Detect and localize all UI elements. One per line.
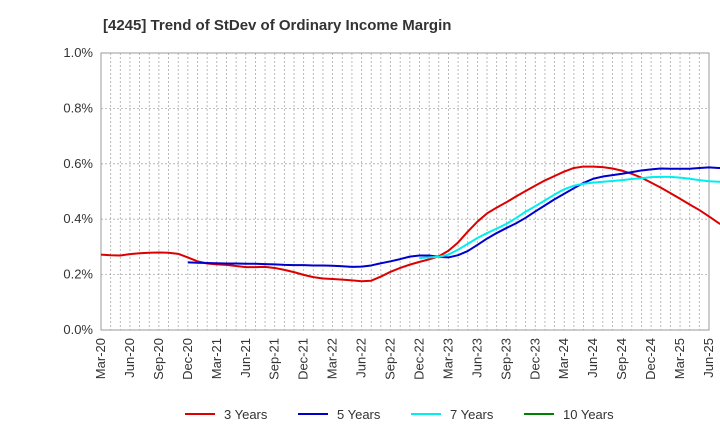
y-tick-label: 0.6% <box>63 156 93 171</box>
x-tick-label: Sep-23 <box>498 338 513 380</box>
x-tick-label: Dec-20 <box>180 338 195 380</box>
x-tick-label: Jun-25 <box>701 338 716 378</box>
x-tick-label: Mar-25 <box>672 338 687 379</box>
y-tick-label: 0.0% <box>63 322 93 337</box>
x-tick-label: Sep-21 <box>267 338 282 380</box>
x-tick-label: Dec-23 <box>527 338 542 380</box>
x-tick-label: Mar-20 <box>93 338 108 379</box>
x-tick-label: Mar-22 <box>325 338 340 379</box>
y-tick-label: 0.2% <box>63 267 93 282</box>
legend-label: 3 Years <box>224 407 268 422</box>
x-tick-label: Dec-22 <box>411 338 426 380</box>
x-tick-label: Jun-21 <box>238 338 253 378</box>
x-tick-label: Jun-24 <box>585 338 600 378</box>
y-tick-label: 0.4% <box>63 211 93 226</box>
x-tick-label: Mar-21 <box>209 338 224 379</box>
grid <box>101 53 709 330</box>
x-tick-label: Jun-23 <box>469 338 484 378</box>
legend-label: 5 Years <box>337 407 381 422</box>
series-line <box>100 165 720 283</box>
series-line <box>187 166 720 268</box>
plot-area <box>100 52 710 331</box>
chart-title: [4245] Trend of StDev of Ordinary Income… <box>103 17 451 34</box>
x-tick-label: Jun-20 <box>122 338 137 378</box>
x-tick-label: Sep-22 <box>383 338 398 380</box>
legend-label: 10 Years <box>563 407 614 422</box>
legend-label: 7 Years <box>450 407 494 422</box>
series-line <box>419 175 720 259</box>
x-tick-label: Dec-21 <box>296 338 311 380</box>
y-tick-label: 1.0% <box>63 45 93 60</box>
x-tick-label: Sep-24 <box>614 338 629 380</box>
x-tick-label: Sep-20 <box>151 338 166 380</box>
legend: 3 Years 5 Years 7 Years 10 Years <box>185 407 614 422</box>
x-tick-label: Mar-24 <box>556 338 571 379</box>
series-lines <box>100 165 720 283</box>
x-tick-label: Dec-24 <box>643 338 658 380</box>
y-axis: 0.0% 0.2% 0.4% 0.6% 0.8% 1.0% <box>63 45 93 337</box>
y-tick-label: 0.8% <box>63 100 93 115</box>
x-tick-label: Jun-22 <box>354 338 369 378</box>
x-tick-label: Mar-23 <box>440 338 455 379</box>
x-axis: Mar-20 Jun-20 Sep-20 Dec-20 Mar-21 Jun-21 Sep-… <box>93 338 716 380</box>
